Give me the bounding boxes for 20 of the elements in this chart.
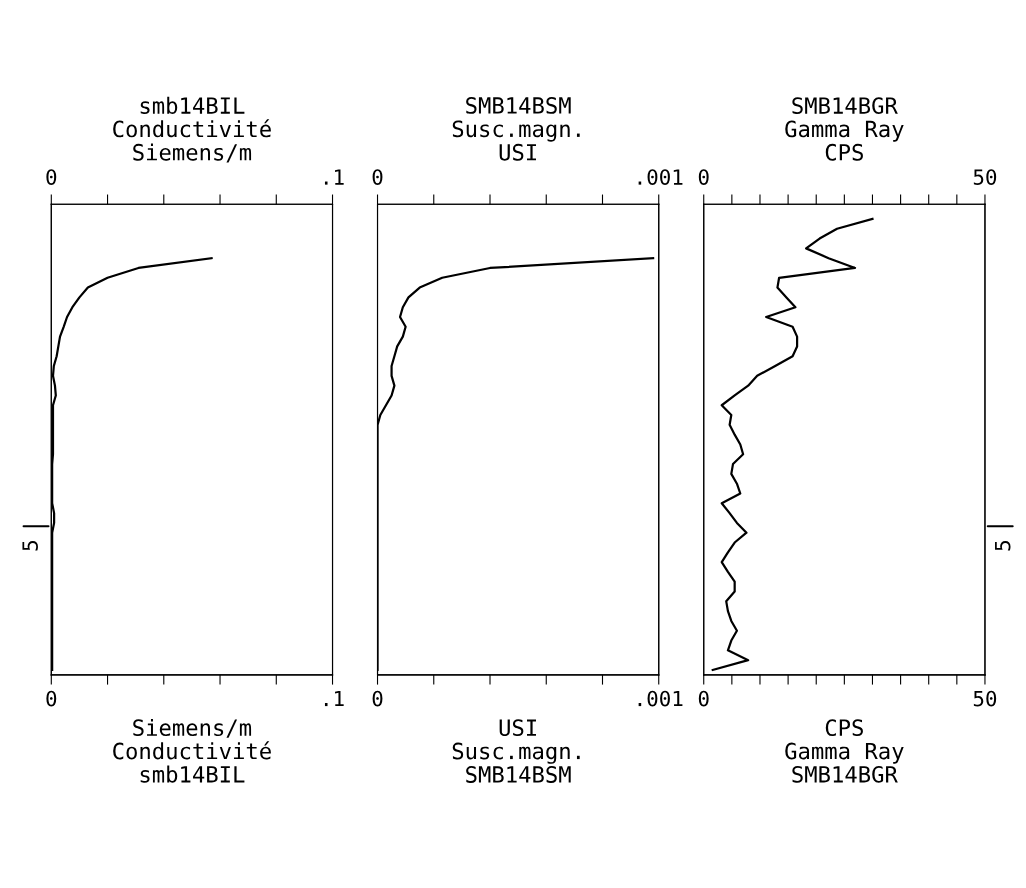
x-tick-label: .001 [638, 690, 683, 707]
x2-tick-label: .001 [638, 169, 683, 185]
x-axis-title: Siemens/m Conductivité smb14BIL [113, 718, 271, 783]
text: 5 [22, 541, 38, 551]
x-axis-title: USI Susc.magn. SMB14BSM [452, 719, 580, 783]
x-tick-label: .1 [324, 690, 344, 707]
x-tick-label: 0 [372, 690, 383, 707]
x2-tick-label: .1 [324, 169, 344, 185]
x2-axis-title: SMB14BGR Gamma Ray CPS [785, 97, 904, 161]
x2-axis-title: SMB14BSM Susc.magn. USI [452, 97, 580, 161]
x2-tick-label: 50 [973, 169, 997, 185]
x2-tick-label: 0 [698, 169, 709, 185]
x-axis-title: CPS Gamma Ray SMB14BGR [785, 719, 904, 783]
x2-axis-title: smb14BIL Conductivité Siemens/m [113, 96, 271, 163]
x-tick-label: 50 [973, 690, 997, 707]
x2-tick-label: 0 [46, 169, 57, 185]
x-tick-label: 0 [698, 690, 709, 707]
x-tick-label: 0 [46, 690, 57, 707]
text: 5 [995, 541, 1011, 551]
x2-tick-label: 0 [372, 169, 383, 185]
